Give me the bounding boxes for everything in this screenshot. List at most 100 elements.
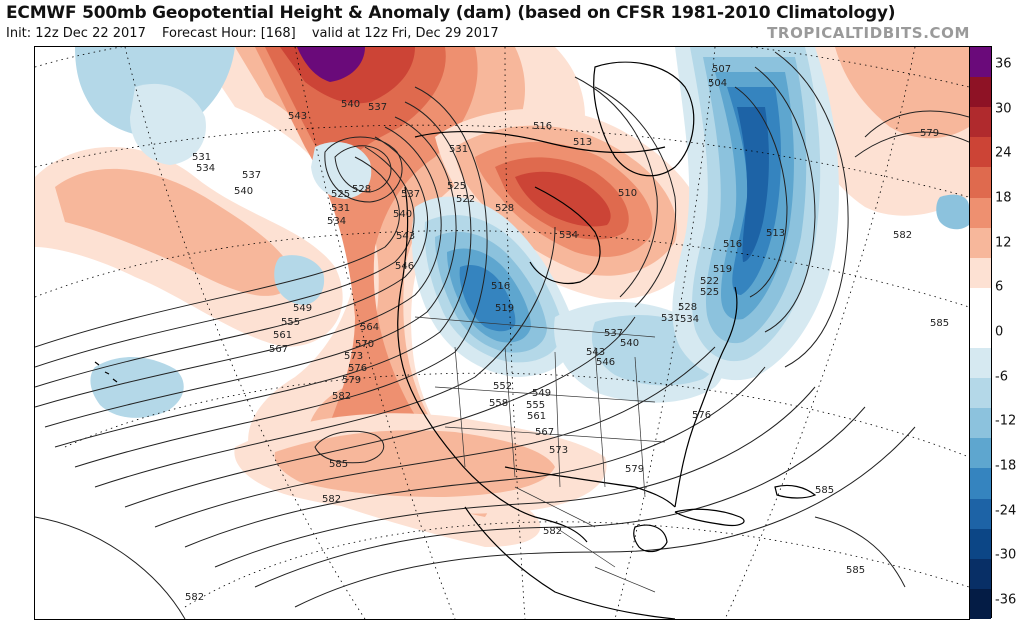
- contour-label: 549: [293, 303, 312, 314]
- contour-label: 576: [348, 363, 367, 374]
- contour-label: 561: [527, 411, 546, 422]
- colorbar-swatch: [970, 167, 991, 198]
- contour-label: 579: [342, 375, 361, 386]
- north-america-west-coast: [397, 186, 588, 543]
- contour-label: 582: [543, 526, 562, 537]
- contour-label: 573: [344, 351, 363, 362]
- colorbar-swatch: [970, 107, 991, 138]
- anomaly-negative-newfoundland: [936, 194, 969, 230]
- anomaly-colorbar: [969, 46, 992, 620]
- contour-label: 552: [493, 381, 512, 392]
- hispaniola: [774, 484, 817, 499]
- colorbar-swatch: [970, 77, 991, 108]
- colorbar-swatch: [970, 498, 991, 530]
- contour-label: 519: [495, 303, 514, 314]
- contour-label: 573: [549, 445, 568, 456]
- colorbar-tick-label: 30: [995, 101, 1012, 117]
- chart-subtitle: Init: 12z Dec 22 2017 Forecast Hour: [16…: [6, 26, 511, 41]
- mexico-pacific-coast: [464, 506, 676, 619]
- north-america-gulf-coast: [504, 466, 676, 508]
- contour-label: 534: [559, 230, 578, 241]
- contour-label: 540: [234, 186, 253, 197]
- colorbar-tick-label: 36: [995, 56, 1012, 72]
- contour-label: 531: [192, 152, 211, 163]
- colorbar-swatch: [970, 408, 991, 439]
- contour-label: 546: [395, 261, 414, 272]
- contour-label: 531: [661, 313, 680, 324]
- contour-label: 537: [401, 189, 420, 200]
- contour-label: 525: [700, 287, 719, 298]
- coastlines: [94, 61, 817, 619]
- contour-label: 546: [596, 357, 615, 368]
- colorbar-swatch: [970, 197, 991, 229]
- arctic-coast: [414, 130, 666, 154]
- contour-label: 516: [723, 239, 742, 250]
- contour-label: 576: [692, 410, 711, 421]
- anomaly-negative-hawaii: [90, 357, 184, 418]
- brand-watermark: TROPICALTIDBITS.COM: [767, 24, 970, 42]
- colorbar-swatch: [970, 588, 991, 620]
- colorbar-tick-label: -18: [995, 458, 1017, 474]
- contour-label: 528: [495, 203, 514, 214]
- anomaly-shading: [35, 47, 969, 547]
- colorbar-swatch: [970, 528, 991, 560]
- contour-label: 540: [620, 338, 639, 349]
- colorbar-swatch: [970, 287, 991, 319]
- contour-label: 543: [396, 231, 415, 242]
- colorbar-swatch: [970, 47, 991, 78]
- init-time: Init: 12z Dec 22 2017: [6, 26, 146, 41]
- contour-label: 507: [712, 64, 731, 75]
- chart-title: ECMWF 500mb Geopotential Height & Anomal…: [6, 3, 896, 23]
- colorbar-tick-label: 24: [995, 145, 1012, 161]
- contour-label: 558: [489, 398, 508, 409]
- hawaii-islands: [94, 361, 118, 383]
- contour-label: 513: [766, 228, 785, 239]
- contour-label: 534: [680, 314, 699, 325]
- contour-label: 543: [288, 111, 307, 122]
- colorbar-tick-label: 6: [995, 279, 1004, 295]
- valid-time: valid at 12z Fri, Dec 29 2017: [311, 26, 499, 41]
- contour-label: 510: [618, 188, 637, 199]
- anomaly-negative-alaska-low: [311, 142, 372, 199]
- colorbar-swatch: [970, 378, 991, 409]
- contour-label: 531: [449, 144, 468, 155]
- colorbar-tick-label: 18: [995, 190, 1012, 206]
- contour-label: 564: [360, 322, 379, 333]
- greenland: [593, 61, 695, 177]
- north-america-east-coast: [674, 286, 738, 508]
- contour-label: 543: [586, 347, 605, 358]
- contour-label: 525: [331, 189, 350, 200]
- colorbar-tick-label: -24: [995, 503, 1017, 519]
- colorbar-tick-label: -6: [995, 369, 1008, 385]
- colorbar-swatch: [970, 468, 991, 500]
- contour-label: 555: [526, 400, 545, 411]
- anomaly-negative-pacific-small: [274, 255, 325, 305]
- contour-label: 579: [920, 128, 939, 139]
- anomaly-positive-ridge-strong: [255, 47, 478, 487]
- colorbar-swatch: [970, 137, 991, 168]
- anomaly-negative-canada-dark: [459, 264, 516, 332]
- contour-label-layer: 543 540 537 531 534 537 540 525 528 531 …: [185, 64, 949, 603]
- contour-label: 570: [355, 339, 374, 350]
- colorbar-tick-label: -36: [995, 592, 1017, 608]
- contour-label: 567: [535, 427, 554, 438]
- colorbar-tick-label: 0: [995, 324, 1004, 340]
- contour-label: 528: [352, 184, 371, 195]
- political-borders: [414, 316, 666, 593]
- contour-label: 537: [368, 102, 387, 113]
- contour-label: 537: [604, 328, 623, 339]
- contour-label: 504: [708, 78, 727, 89]
- contour-label: 561: [273, 330, 292, 341]
- contour-label: 534: [327, 216, 346, 227]
- contour-label: 567: [269, 344, 288, 355]
- contour-label: 528: [678, 302, 697, 313]
- contour-label: 540: [341, 99, 360, 110]
- colorbar-tick-label: 12: [995, 235, 1012, 251]
- contour-label: 582: [332, 391, 351, 402]
- map-svg: 543 540 537 531 534 537 540 525 528 531 …: [35, 47, 969, 619]
- colorbar-swatch: [970, 348, 991, 379]
- contour-label: 582: [893, 230, 912, 241]
- contour-label: 582: [322, 494, 341, 505]
- contour-label: 522: [456, 194, 475, 205]
- contour-label: 585: [815, 485, 834, 496]
